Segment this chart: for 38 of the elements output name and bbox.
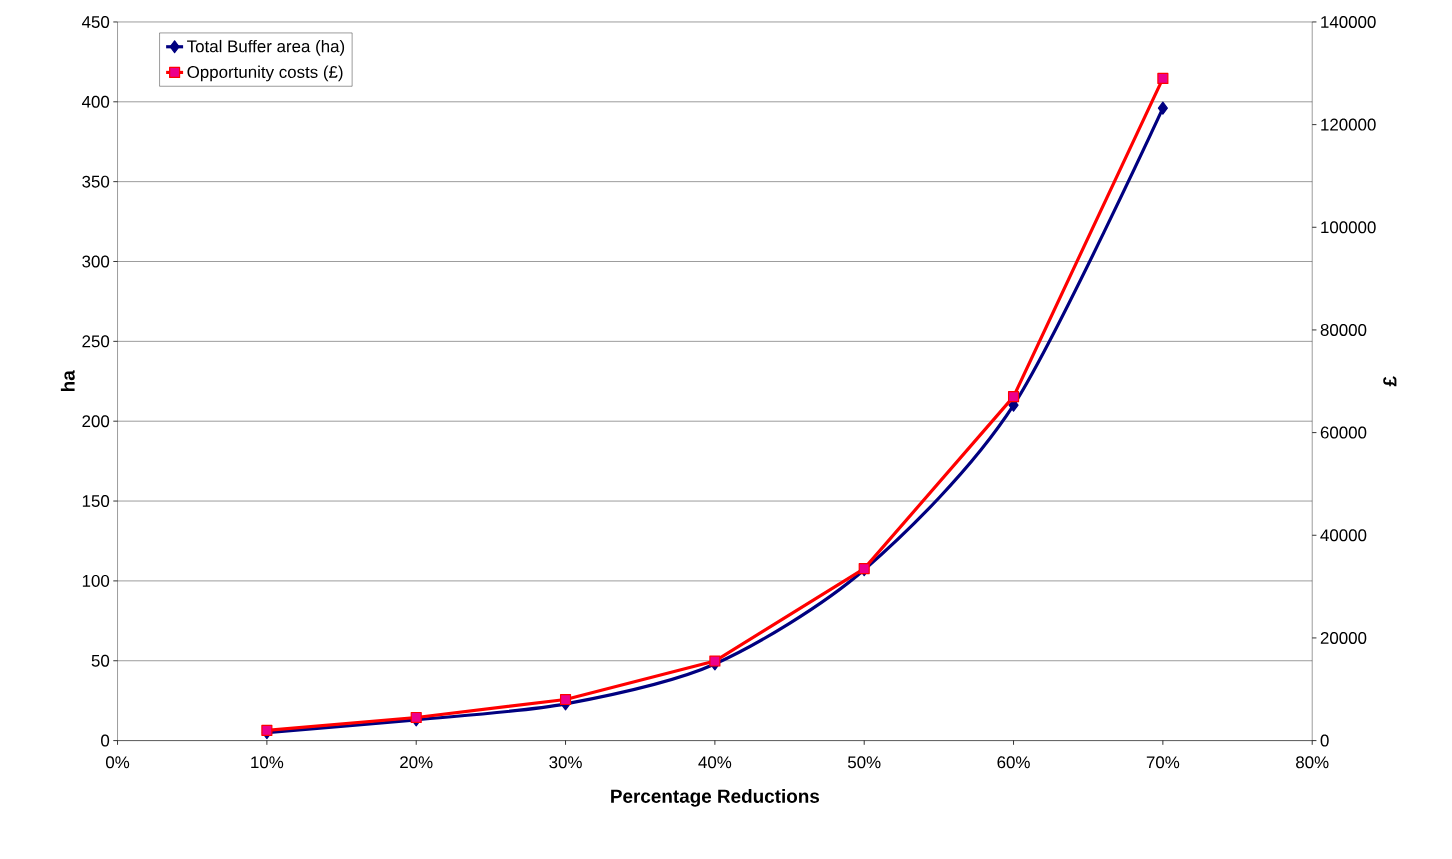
x-tick-label: 30% bbox=[549, 756, 582, 769]
x-tick-label: 80% bbox=[1296, 756, 1329, 769]
point bbox=[1157, 72, 1169, 84]
y2-tick-label: 80000 bbox=[1320, 323, 1367, 336]
y-tick-label: 250 bbox=[82, 335, 110, 348]
x-tick-label: 60% bbox=[997, 756, 1030, 769]
x-tick-label: 50% bbox=[847, 756, 881, 769]
x-tick-label: 70% bbox=[1146, 756, 1180, 769]
point bbox=[1007, 390, 1020, 403]
legend-label: Opportunity costs (£) bbox=[187, 65, 343, 82]
y2-tick-label: 20000 bbox=[1320, 631, 1367, 644]
y-tick-label: 200 bbox=[82, 415, 110, 428]
point bbox=[1157, 101, 1168, 115]
y-axis-title: ha bbox=[60, 369, 75, 391]
legend-label: Total Buffer area (ha) bbox=[187, 39, 345, 56]
point bbox=[410, 711, 422, 723]
y-tick-label: 150 bbox=[82, 494, 110, 507]
y2-tick-label: 0 bbox=[1320, 734, 1329, 747]
y-tick-label: 450 bbox=[81, 15, 110, 28]
y-tick-label: 350 bbox=[82, 175, 110, 188]
y2-axis-title: £ bbox=[1383, 376, 1397, 387]
x-tick-label: 20% bbox=[400, 756, 433, 769]
y-tick-label: 50 bbox=[91, 654, 110, 667]
x-tick-label: 10% bbox=[251, 756, 284, 769]
y-tick-label: 400 bbox=[81, 95, 110, 108]
y2-tick-label: 40000 bbox=[1320, 529, 1367, 542]
x-tick-label: 0% bbox=[105, 756, 130, 769]
point bbox=[709, 655, 721, 667]
y2-tick-label: 60000 bbox=[1320, 426, 1367, 439]
y-tick-label: 100 bbox=[82, 574, 110, 587]
y2-tick-label: 120000 bbox=[1321, 118, 1376, 131]
x-tick-label: 40% bbox=[698, 756, 732, 769]
y-tick-label: 300 bbox=[82, 255, 110, 268]
x-axis-title: Percentage Reductions bbox=[611, 788, 820, 807]
y-tick-label: 0 bbox=[101, 734, 110, 747]
y2-tick-label: 100000 bbox=[1321, 221, 1376, 234]
point bbox=[559, 693, 572, 705]
y2-tick-label: 140000 bbox=[1321, 15, 1376, 28]
